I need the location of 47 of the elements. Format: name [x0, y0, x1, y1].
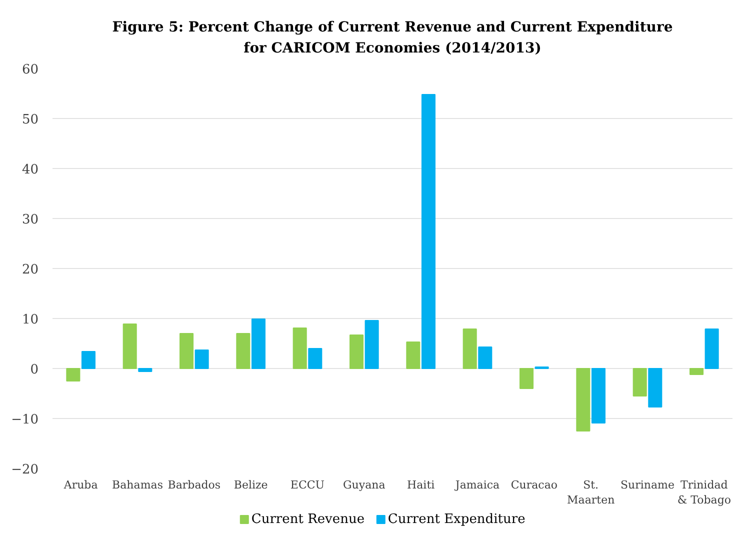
- y-tick-label: 20: [22, 262, 39, 278]
- bar: [292, 328, 307, 369]
- bar: [81, 351, 96, 369]
- bar: [421, 94, 436, 369]
- bar: [308, 348, 322, 369]
- y-tick-label: 10: [22, 312, 39, 328]
- y-tick-label: −20: [11, 462, 39, 478]
- y-tick-label: 0: [30, 362, 39, 378]
- x-tick-label: Barbados: [168, 478, 221, 492]
- x-tick-label: Suriname: [620, 478, 674, 492]
- bar: [194, 350, 209, 369]
- bar: [704, 328, 719, 369]
- legend-label: Current Expenditure: [388, 512, 526, 527]
- bar: [591, 368, 606, 424]
- x-tick-label: Jamaica: [454, 478, 500, 492]
- bar: [350, 334, 364, 369]
- y-tick-label: 40: [22, 162, 39, 178]
- x-tick-label: Belize: [234, 478, 268, 492]
- y-tick-label: 50: [22, 112, 39, 128]
- x-tick-label: Curacao: [510, 478, 558, 492]
- x-tick-label: Guyana: [343, 478, 386, 492]
- y-tick-label: −10: [11, 412, 39, 428]
- x-tick-label: Trinidad & Tobago: [677, 478, 732, 506]
- bar: [648, 368, 662, 408]
- y-tick-label: 60: [22, 62, 39, 78]
- bar: [632, 368, 647, 396]
- bar: [520, 368, 534, 389]
- x-tick-label: Haiti: [407, 478, 436, 492]
- bar: [236, 333, 250, 369]
- chart-title: Figure 5: Percent Change of Current Revenue and Current Expenditure for CARICOM Economies (2014/2013): [112, 20, 673, 56]
- bar: [138, 368, 152, 372]
- x-tick-label: St. Maarten: [567, 478, 615, 506]
- x-tick-label: Bahamas: [112, 478, 164, 492]
- bar: [576, 368, 590, 432]
- bar: [66, 368, 80, 382]
- bar: [478, 346, 492, 369]
- bar: [406, 342, 420, 369]
- x-tick-label: Aruba: [62, 478, 98, 492]
- bar: [180, 333, 194, 369]
- bar: [251, 318, 266, 369]
- legend-label: Current Revenue: [251, 512, 365, 527]
- x-tick-label: ECCU: [290, 478, 325, 492]
- bar: [122, 324, 137, 369]
- bar: [364, 320, 379, 369]
- bar: [462, 328, 477, 369]
- bar: [690, 368, 704, 375]
- y-tick-label: 30: [22, 212, 39, 228]
